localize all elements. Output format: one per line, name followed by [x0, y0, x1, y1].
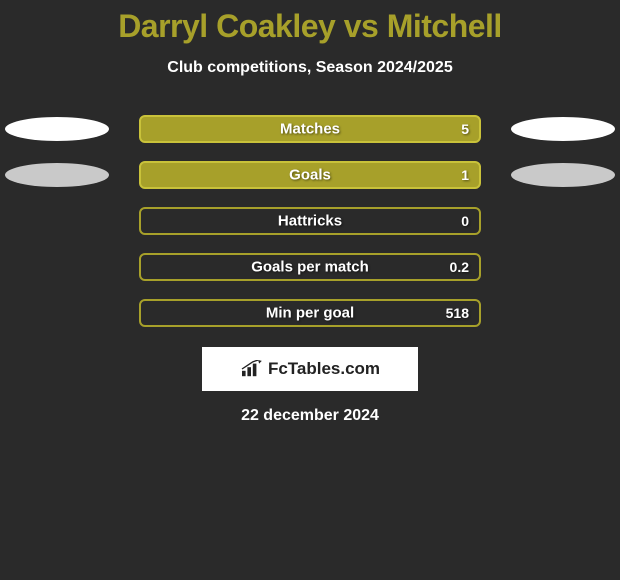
right-value-ellipse: [511, 163, 615, 187]
stat-value: 0.2: [450, 259, 469, 275]
left-value-ellipse: [5, 117, 109, 141]
logo-text: FcTables.com: [268, 359, 380, 379]
stat-bar-hattricks: Hattricks 0: [139, 207, 481, 235]
stat-row: Min per goal 518: [0, 299, 620, 327]
chart-icon: [240, 360, 262, 378]
stat-bar-matches: Matches 5: [139, 115, 481, 143]
stat-value: 518: [446, 305, 469, 321]
page-title: Darryl Coakley vs Mitchell: [0, 8, 620, 45]
stat-label: Matches: [280, 121, 340, 138]
stat-label: Hattricks: [278, 213, 342, 230]
subtitle: Club competitions, Season 2024/2025: [0, 59, 620, 77]
stat-row: Goals per match 0.2: [0, 253, 620, 281]
stat-value: 1: [461, 167, 469, 183]
left-value-ellipse: [5, 163, 109, 187]
stat-row: Hattricks 0: [0, 207, 620, 235]
stat-row: Matches 5: [0, 115, 620, 143]
stat-label: Goals per match: [251, 259, 369, 276]
stat-value: 0: [461, 213, 469, 229]
stat-label: Min per goal: [266, 305, 354, 322]
stat-bar-goals-per-match: Goals per match 0.2: [139, 253, 481, 281]
date-label: 22 december 2024: [0, 407, 620, 425]
stat-label: Goals: [289, 167, 331, 184]
stat-value: 5: [461, 121, 469, 137]
stat-bar-goals: Goals 1: [139, 161, 481, 189]
stats-rows: Matches 5 Goals 1 Hattricks 0 Goals: [0, 115, 620, 327]
comparison-card: Darryl Coakley vs Mitchell Club competit…: [0, 0, 620, 425]
stat-bar-min-per-goal: Min per goal 518: [139, 299, 481, 327]
stat-row: Goals 1: [0, 161, 620, 189]
right-value-ellipse: [511, 117, 615, 141]
source-logo: FcTables.com: [202, 347, 418, 391]
